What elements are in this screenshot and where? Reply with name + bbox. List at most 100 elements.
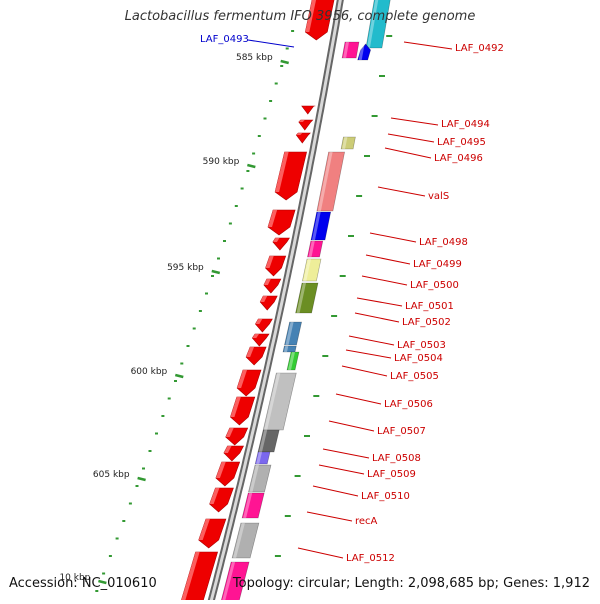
ruler-tick: [379, 75, 385, 77]
label-leader-line: [403, 41, 453, 50]
gene-label[interactable]: valS: [428, 191, 449, 202]
ruler-tick: [186, 345, 190, 347]
reverse-gene-highlight: [230, 397, 241, 417]
forward-gene-block[interactable]: [254, 451, 271, 465]
forward-gene-block[interactable]: [307, 240, 324, 258]
forward-gene-block[interactable]: [340, 136, 356, 150]
label-leader-line: [384, 147, 432, 159]
label-leader-line: [354, 312, 400, 323]
forward-gene-highlight: [312, 212, 321, 240]
forward-gene-block[interactable]: [310, 211, 332, 241]
gene-label[interactable]: LAF_0501: [405, 301, 454, 312]
reverse-gene-arrow[interactable]: [180, 551, 219, 604]
reverse-gene-highlight: [215, 462, 226, 478]
forward-gene-block[interactable]: [241, 492, 265, 519]
gene-label[interactable]: LAF_0493: [200, 34, 249, 45]
ruler-tick: [274, 555, 281, 557]
ruler-major-tick: [211, 269, 221, 275]
ruler-major-tick: [280, 59, 289, 65]
label-leader-line: [356, 297, 403, 307]
forward-gene-block[interactable]: [284, 321, 302, 346]
ruler-label: 585 kbp: [236, 53, 273, 63]
gene-label[interactable]: LAF_0506: [384, 399, 433, 410]
forward-gene-block[interactable]: [365, 0, 391, 49]
label-leader-line: [345, 349, 392, 359]
label-leader-line: [377, 186, 426, 197]
label-leader-line: [328, 420, 375, 432]
gene-label[interactable]: LAF_0502: [402, 317, 451, 328]
ruler-tick: [269, 100, 273, 102]
gene-label[interactable]: LAF_0494: [441, 119, 490, 130]
forward-gene-block[interactable]: [231, 522, 260, 559]
ruler-tick: [174, 380, 177, 382]
forward-gene-block[interactable]: [302, 258, 322, 282]
ruler-tick: [180, 362, 184, 365]
ruler-tick: [356, 195, 363, 197]
forward-gene-highlight: [366, 0, 379, 48]
gene-label[interactable]: LAF_0500: [410, 280, 459, 291]
gene-label[interactable]: LAF_0510: [361, 491, 410, 502]
ruler-tick: [128, 502, 132, 505]
ruler-tick: [223, 240, 226, 242]
reverse-gene-highlight: [252, 334, 259, 338]
ruler-tick: [198, 310, 202, 312]
gene-labels: LAF_0492 LAF_0493 LAF_0494 LAF_0495 LAF_0496…: [200, 34, 504, 564]
forward-gene-highlight: [342, 137, 348, 149]
reverse-gene-highlight: [237, 370, 247, 388]
forward-gene-block[interactable]: [316, 151, 345, 212]
reverse-strand-features: [180, 0, 335, 604]
gene-label[interactable]: LAF_0508: [372, 453, 421, 464]
forward-gene-block[interactable]: [341, 41, 360, 59]
gene-label[interactable]: LAF_0499: [413, 259, 462, 270]
gene-label[interactable]: LAF_0512: [346, 553, 395, 564]
ruler-tick: [386, 35, 393, 37]
forward-gene-block[interactable]: [357, 43, 371, 61]
ruler-tick: [167, 397, 171, 400]
gene-label[interactable]: LAF_0498: [419, 237, 468, 248]
gene-label[interactable]: LAF_0507: [377, 426, 426, 437]
forward-gene-block[interactable]: [295, 282, 319, 314]
reverse-gene-highlight: [225, 428, 234, 437]
forward-gene-block[interactable]: [262, 372, 297, 431]
ruler-major-tick: [174, 373, 184, 379]
forward-gene-highlight: [221, 562, 236, 604]
gene-label[interactable]: LAF_0505: [390, 371, 439, 382]
forward-gene-block[interactable]: [219, 561, 250, 604]
ruler-tick: [148, 450, 152, 452]
reverse-gene-highlight: [180, 552, 200, 602]
forward-gene-block[interactable]: [257, 429, 280, 453]
reverse-gene-highlight: [305, 0, 317, 32]
ruler-tick: [339, 275, 346, 277]
reverse-gene-highlight: [275, 152, 289, 192]
label-leader-line: [341, 365, 388, 377]
gene-label[interactable]: LAF_0504: [394, 353, 443, 364]
forward-gene-highlight: [249, 465, 259, 492]
gene-label[interactable]: LAF_0492: [455, 43, 504, 54]
gene-label[interactable]: recA: [355, 516, 378, 527]
label-leader-line: [318, 464, 365, 475]
ruler-tick: [102, 572, 106, 575]
forward-gene-block[interactable]: [248, 464, 272, 493]
label-leader-line: [387, 133, 435, 143]
label-leader-line: [247, 39, 295, 48]
forward-gene-block[interactable]: [286, 351, 300, 371]
forward-gene-highlight: [264, 373, 281, 430]
forward-gene-highlight: [358, 44, 365, 60]
gene-label[interactable]: LAF_0496: [434, 153, 483, 164]
reverse-gene-highlight: [296, 133, 303, 135]
reverse-gene-highlight: [268, 210, 278, 227]
reverse-gene-highlight: [223, 446, 232, 453]
reverse-gene-arrow[interactable]: [301, 105, 316, 115]
ruler-label: 605 kbp: [93, 470, 130, 480]
gene-label[interactable]: LAF_0495: [437, 137, 486, 148]
gene-label[interactable]: LAF_0503: [397, 340, 446, 351]
ruler-tick: [142, 467, 145, 470]
ruler-label: 590 kbp: [203, 157, 240, 167]
forward-gene-highlight: [303, 259, 311, 281]
label-leader-line: [390, 117, 439, 126]
gene-label[interactable]: LAF_0509: [367, 469, 416, 480]
ruler-tick: [371, 115, 378, 117]
reverse-gene-highlight: [263, 279, 271, 285]
